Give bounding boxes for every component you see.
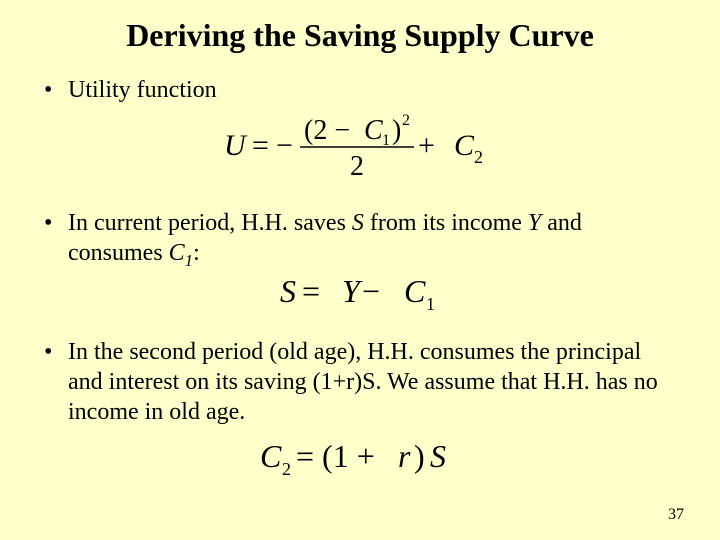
eq1-num-c: C	[364, 115, 383, 146]
b3-text: In the second period (old age), H.H. con…	[68, 339, 658, 425]
eq1-num-open: (2 −	[304, 115, 350, 146]
slide: Deriving the Saving Supply Curve Utility…	[0, 0, 720, 540]
page-number: 37	[668, 506, 684, 524]
eq1-equals: =	[252, 129, 269, 162]
eq2-minus: −	[362, 273, 380, 309]
eq2-lhs: S	[280, 273, 296, 309]
eq1-num-sup: 2	[402, 112, 410, 129]
b2-pre: In current period, H.H. saves	[68, 210, 352, 236]
bullet-second-period: In the second period (old age), H.H. con…	[40, 337, 680, 427]
b2-post: :	[193, 240, 200, 266]
bullet-list: Utility function U = − (2 − C 1 ) 2	[40, 75, 680, 486]
b2-c: C	[169, 240, 185, 266]
eq1-c2-sub: 2	[474, 147, 483, 167]
b2-s: S	[352, 210, 364, 236]
eq2-sub: 1	[426, 294, 435, 314]
b2-y: Y	[528, 210, 541, 236]
eq3-r: r	[398, 438, 411, 474]
eq3-close: )	[414, 438, 425, 474]
bullet-utility: Utility function	[40, 75, 680, 105]
eq1-plus: +	[418, 129, 435, 162]
eq3-s: S	[430, 438, 446, 474]
equation-utility: U = − (2 − C 1 ) 2 2 + C 2	[40, 111, 680, 190]
eq1-den: 2	[350, 151, 364, 182]
eq1-c2: C	[454, 129, 475, 162]
eq1-neg: −	[276, 129, 293, 162]
bullet-text: Utility function	[68, 77, 217, 103]
eq2-y: Y	[342, 273, 363, 309]
eq2-eq: =	[302, 273, 320, 309]
eq3-lhs-sub: 2	[282, 459, 291, 479]
bullet-current-period: In current period, H.H. saves S from its…	[40, 208, 680, 272]
eq1-lhs: U	[224, 129, 248, 162]
b2-mid1: from its income	[364, 210, 528, 236]
eq1-svg: U = − (2 − C 1 ) 2 2 + C 2	[200, 111, 520, 185]
eq3-svg: C 2 = (1 + r ) S	[230, 437, 490, 481]
b2-sub: 1	[185, 251, 193, 270]
eq2-svg: S = Y − C 1	[250, 272, 470, 316]
eq1-num-close: )	[392, 115, 401, 146]
equation-saving: S = Y − C 1	[40, 272, 680, 321]
eq3-lhs: C	[260, 438, 282, 474]
page-title: Deriving the Saving Supply Curve	[40, 18, 680, 53]
eq2-c: C	[404, 273, 426, 309]
eq1-fraction: (2 − C 1 ) 2 2	[300, 112, 414, 182]
eq3-eq: = (1 +	[296, 438, 375, 474]
equation-c2: C 2 = (1 + r ) S	[40, 437, 680, 486]
